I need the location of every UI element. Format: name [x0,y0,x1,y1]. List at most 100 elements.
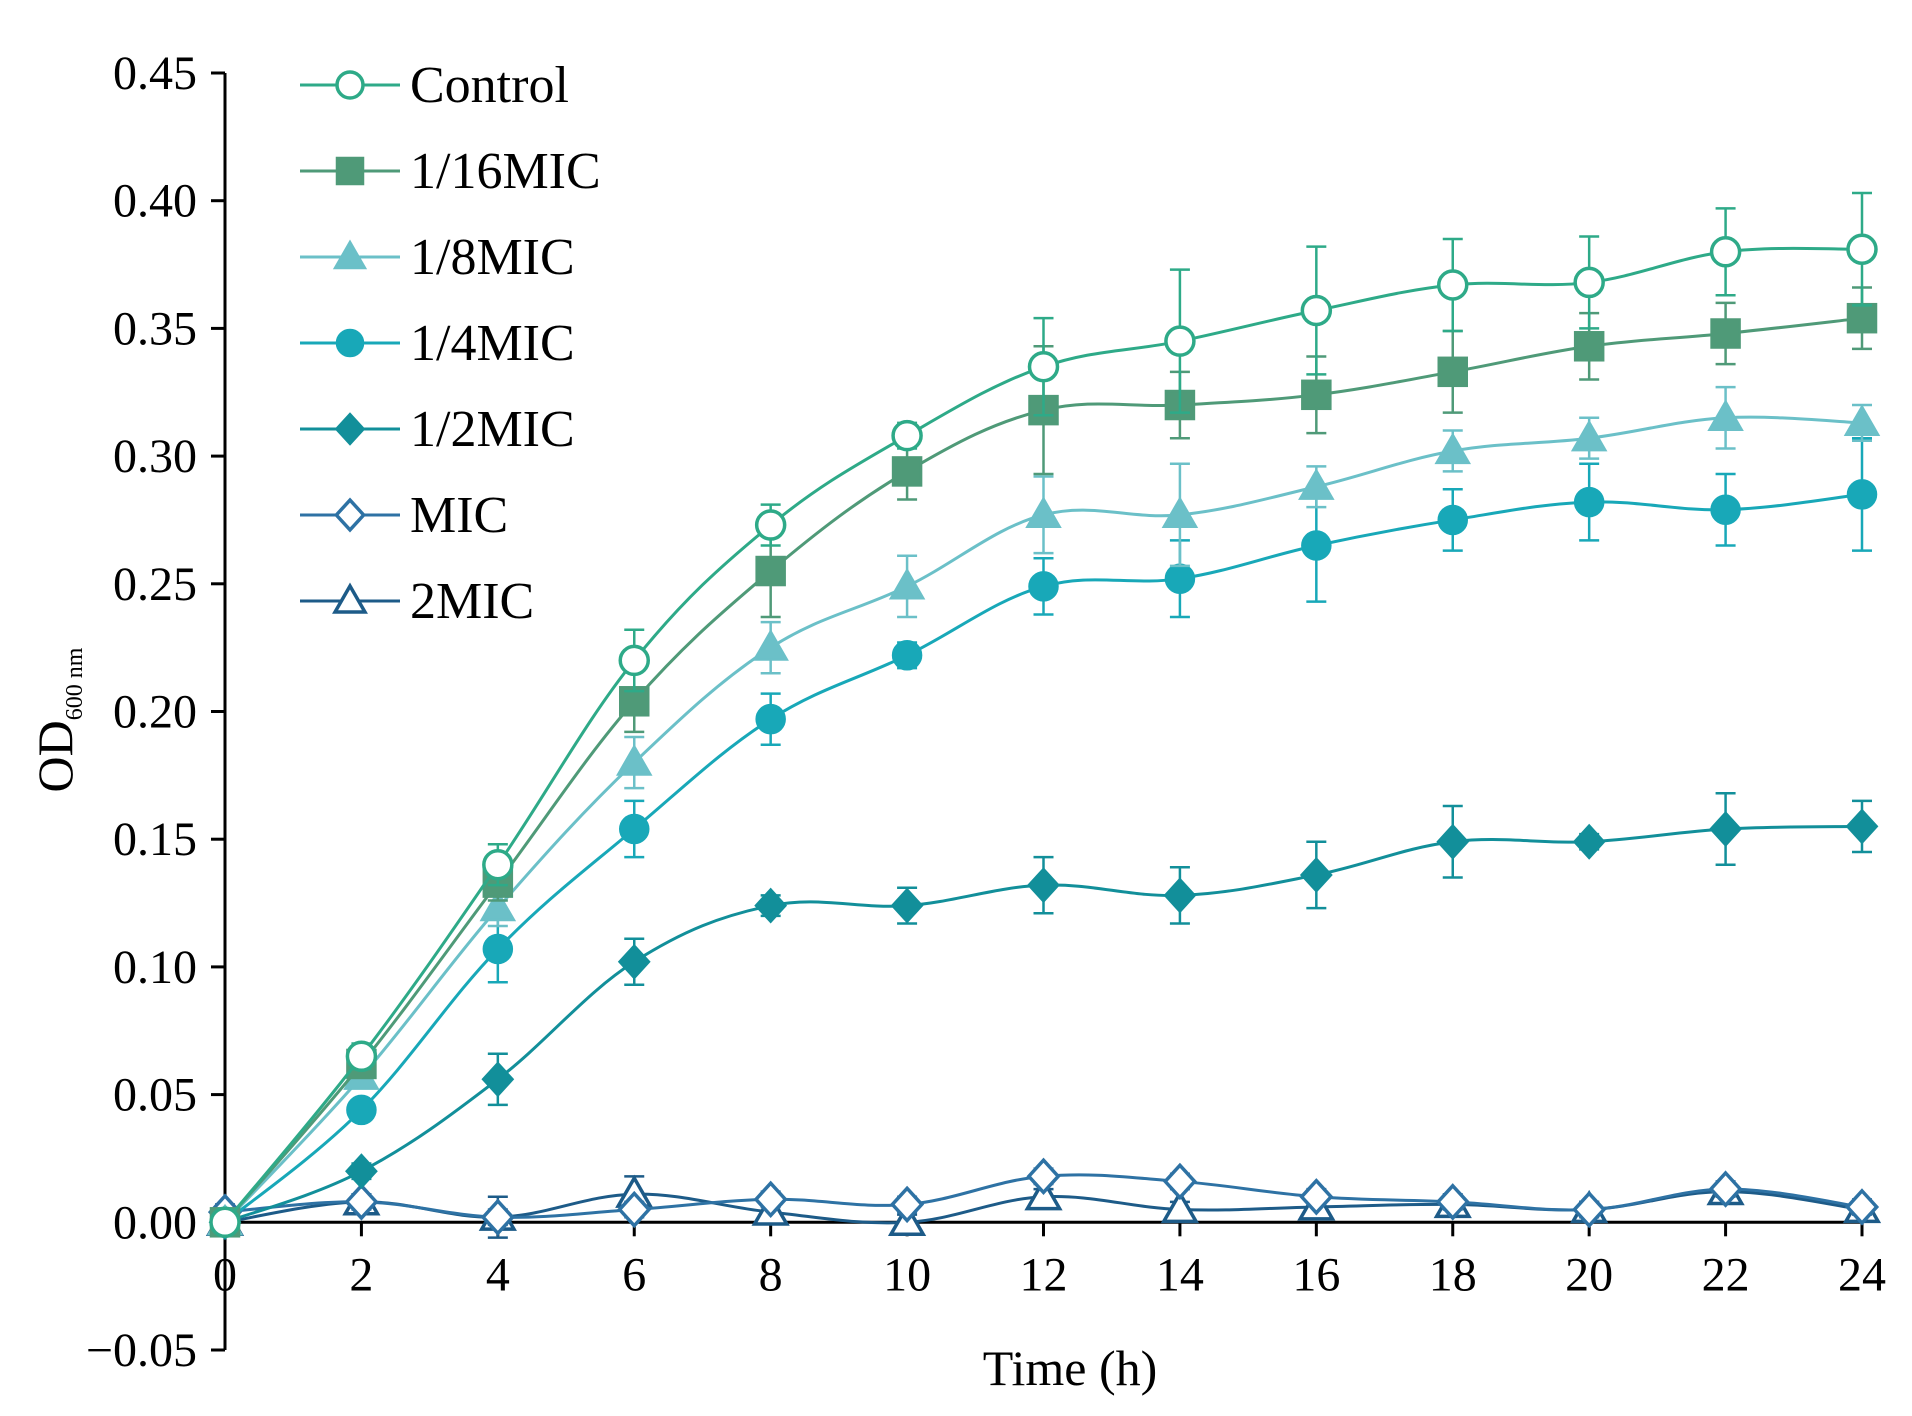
y-tick-label: 0.35 [113,302,197,355]
data-point [1573,266,1605,299]
axes: −0.05 0.00 0.05 0.10 0.15 0.20 0.25 0.30 0.35 0.4… [86,47,1886,1377]
data-point [481,1061,515,1098]
series-layer [205,191,1882,1241]
legend-item: 1/4MIC [300,315,575,372]
data-point [1299,1178,1334,1216]
data-point [752,629,789,661]
legend-label: 1/16MIC [410,143,601,200]
data-point [618,644,650,677]
data-point [890,887,924,924]
series-1-4mic [209,436,1878,1238]
data-point [891,419,923,452]
legend-marker [333,497,367,533]
data-point [1163,877,1197,914]
legend-marker [335,328,365,358]
data-point [479,889,517,922]
series-line [223,316,1863,1224]
legend-label: Control [410,57,569,114]
x-tick-label: 0 [213,1248,237,1301]
data-point [1300,294,1333,327]
data-point [1027,350,1060,383]
data-point [1436,823,1470,860]
data-point [1844,1188,1880,1226]
data-point [888,567,926,600]
legend-item: 2MIC [300,573,534,630]
data-point [344,1183,379,1221]
data-point [1160,1189,1200,1224]
y-tick-label: 0.20 [113,686,197,739]
data-point [482,848,514,881]
series-line [223,415,1863,1224]
data-point [1435,1183,1470,1221]
data-point [345,1040,378,1073]
legend: Control 1/16MIC 1/8MIC 1/4MIC 1/2MIC MIC 2MIC [300,57,601,630]
legend-marker [332,239,368,270]
data-point [1708,1170,1743,1208]
data-point [345,1153,378,1190]
y-tick-label: 0.05 [113,1069,197,1122]
data-point [755,703,786,735]
x-tick-label: 12 [1020,1248,1068,1301]
data-point [1845,808,1879,845]
data-point [1437,504,1468,536]
svg-text:OD600 nm: OD600 nm [27,647,88,792]
data-point [209,1206,241,1239]
data-point [891,640,923,671]
data-point [754,509,787,541]
data-point [617,943,651,980]
data-point [1572,823,1606,860]
legend-label: 1/4MIC [410,315,575,372]
x-tick-label: 20 [1565,1248,1613,1301]
data-point [753,1180,788,1219]
data-point [1301,530,1332,561]
legend-item: MIC [300,487,508,544]
data-point [891,456,923,487]
legend-marker [335,70,365,100]
legend-marker [335,156,365,186]
x-tick-label: 16 [1292,1248,1340,1301]
x-tick-label: 18 [1429,1248,1477,1301]
data-point [1025,496,1062,528]
x-tick-label: 6 [622,1248,646,1301]
data-point [1573,486,1605,518]
y-tick-label: 0.25 [113,558,197,611]
data-point [1707,399,1744,431]
data-point [1161,496,1199,528]
data-point [1026,1157,1061,1196]
data-point [890,1185,925,1224]
x-tick-label: 8 [759,1248,783,1301]
data-point [1164,325,1196,357]
y-tick-label: 0.40 [113,175,197,228]
data-point [1709,236,1742,268]
data-point [346,1094,377,1126]
data-point [1710,318,1741,349]
x-tick-label: 24 [1838,1248,1886,1301]
legend-marker [332,582,368,614]
data-point [617,1190,652,1229]
data-point [1846,233,1878,265]
legend-item: Control [300,57,569,114]
y-tick-label: −0.05 [86,1324,197,1377]
x-tick-label: 10 [883,1248,931,1301]
legend-label: 1/2MIC [410,401,575,458]
data-point [480,1198,515,1236]
legend-item: 1/2MIC [300,401,575,458]
data-point [1572,1190,1607,1229]
legend-label: MIC [410,487,508,544]
data-point [754,887,788,924]
data-point [1843,404,1881,437]
data-point [619,813,650,845]
y-tick-label: 0.45 [113,47,197,100]
data-point [1573,331,1605,362]
data-point [1298,468,1335,500]
data-point [1437,269,1469,301]
data-point [1164,563,1196,594]
data-point [1570,419,1608,452]
data-point [1027,867,1060,904]
y-axis-title-main: OD [27,720,83,792]
legend-item: 1/8MIC [300,229,575,286]
x-tick-label: 22 [1702,1248,1750,1301]
y-tick-label: 0.10 [113,941,197,994]
data-point [1028,571,1059,602]
